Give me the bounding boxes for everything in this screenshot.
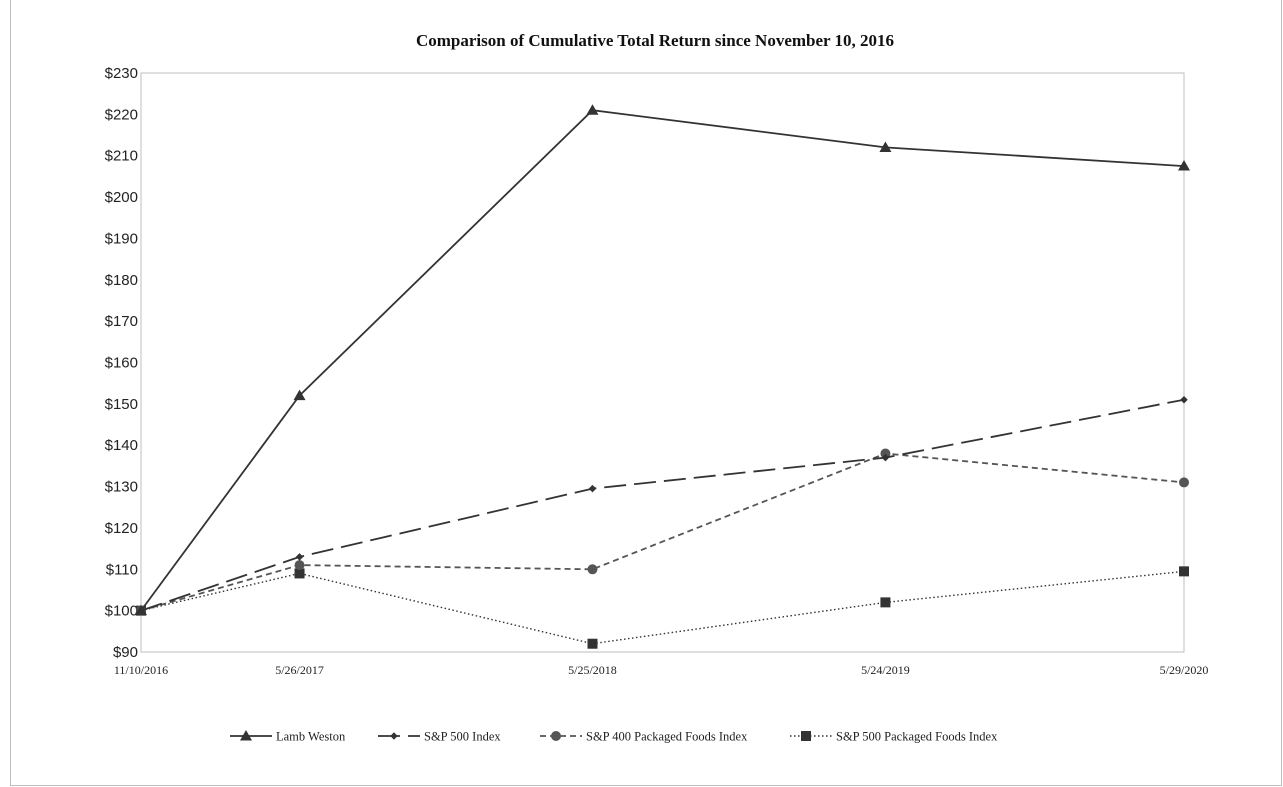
circle-marker bbox=[551, 731, 561, 741]
series-layer bbox=[135, 104, 1190, 649]
series-sp-500-index bbox=[137, 395, 1188, 615]
plot-border bbox=[140, 72, 1185, 653]
legend-item: S&P 500 Index bbox=[378, 730, 501, 744]
legend-label: S&P 500 Packaged Foods Index bbox=[836, 730, 998, 744]
y-tick-label: $100 bbox=[105, 603, 138, 620]
legend: Lamb Weston S&P 500 Index S&P 400 Packaged… bbox=[230, 730, 998, 744]
plot-area: $90 $100 $110 $120 $130 $140 $150 $160 $170 $180 $… bbox=[105, 65, 1209, 677]
y-tick-label: $200 bbox=[105, 189, 138, 206]
legend-item: Lamb Weston bbox=[230, 730, 346, 744]
series-line bbox=[140, 570, 1185, 645]
y-tick-label: $140 bbox=[105, 437, 138, 454]
series-lamb-weston bbox=[135, 104, 1190, 616]
x-tick-label: 5/29/2020 bbox=[1160, 663, 1209, 677]
y-tick-label: $90 bbox=[113, 644, 138, 661]
y-tick-label: $160 bbox=[105, 355, 138, 372]
diamond-marker bbox=[390, 732, 398, 740]
chart-frame bbox=[10, 0, 1282, 786]
legend-label: S&P 500 Index bbox=[424, 730, 501, 744]
y-tick-label: $230 bbox=[105, 65, 138, 82]
square-marker bbox=[587, 638, 598, 649]
series-line bbox=[140, 398, 1185, 612]
y-tick-label: $120 bbox=[105, 520, 138, 537]
y-tick-label: $220 bbox=[105, 106, 138, 123]
diamond-marker bbox=[1180, 395, 1188, 404]
triangle-marker bbox=[586, 104, 599, 115]
x-tick-label: 5/25/2018 bbox=[568, 663, 617, 677]
y-tick-label: $130 bbox=[105, 479, 138, 496]
circle-marker bbox=[294, 560, 305, 571]
diamond-marker bbox=[295, 553, 304, 561]
y-tick-label: $210 bbox=[105, 148, 138, 165]
y-tick-label: $170 bbox=[105, 313, 138, 330]
square-marker bbox=[294, 568, 305, 579]
square-marker bbox=[1179, 566, 1189, 577]
y-tick-label: $150 bbox=[105, 396, 138, 413]
triangle-marker bbox=[1178, 160, 1190, 171]
legend-item: S&P 500 Packaged Foods Index bbox=[790, 730, 998, 744]
chart-title: Comparison of Cumulative Total Return si… bbox=[416, 31, 894, 50]
circle-marker bbox=[1179, 477, 1189, 488]
series-sp-500-packaged-foods-index bbox=[136, 566, 1189, 649]
diamond-marker bbox=[588, 484, 597, 493]
square-marker bbox=[880, 597, 891, 608]
y-tick-label: $110 bbox=[106, 561, 138, 578]
circle-marker bbox=[587, 564, 598, 575]
triangle-marker bbox=[879, 141, 892, 152]
x-tick-label: 11/10/2016 bbox=[114, 663, 168, 677]
circle-marker bbox=[880, 448, 891, 459]
series-line bbox=[140, 452, 1185, 612]
legend-label: Lamb Weston bbox=[276, 730, 346, 744]
series-line bbox=[140, 109, 1185, 612]
triangle-marker bbox=[135, 604, 147, 616]
square-marker bbox=[801, 731, 811, 741]
y-tick-label: $180 bbox=[105, 272, 138, 289]
x-tick-label: 5/26/2017 bbox=[275, 663, 324, 677]
legend-item: S&P 400 Packaged Foods Index bbox=[540, 730, 748, 744]
legend-label: S&P 400 Packaged Foods Index bbox=[586, 730, 748, 744]
triangle-marker bbox=[293, 389, 306, 401]
triangle-marker bbox=[240, 730, 252, 741]
diamond-marker bbox=[881, 453, 890, 462]
y-tick-label: $190 bbox=[105, 230, 138, 247]
series-sp-400-packaged-foods-index bbox=[136, 448, 1189, 616]
x-tick-label: 5/24/2019 bbox=[861, 663, 910, 677]
